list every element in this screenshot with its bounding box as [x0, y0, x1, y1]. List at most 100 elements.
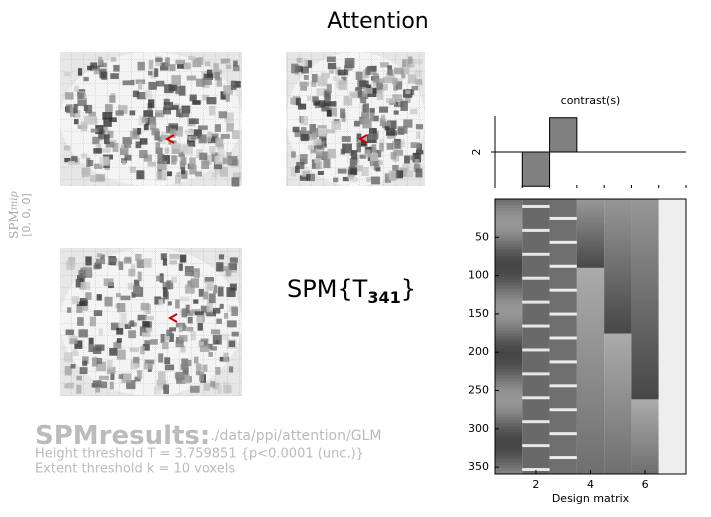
column-7	[658, 249, 686, 254]
column-4	[576, 228, 605, 233]
column-3	[549, 243, 577, 248]
column-7	[658, 231, 686, 236]
column-5	[604, 462, 632, 466]
column-7	[658, 435, 686, 439]
y-tick-label: 350	[468, 460, 489, 473]
column-5	[604, 411, 632, 415]
column-2	[522, 336, 550, 340]
design-matrix-image	[495, 199, 686, 475]
column-7	[658, 351, 686, 355]
column-2	[522, 270, 550, 275]
column-4	[576, 267, 605, 272]
column-1	[495, 369, 523, 373]
column-7	[658, 423, 686, 427]
column-7	[658, 222, 686, 227]
contrast-bar	[521, 151, 551, 187]
results-heading: SPMresults:	[35, 421, 210, 451]
column-6	[631, 396, 659, 400]
column-4	[576, 288, 605, 293]
column-3	[549, 360, 577, 364]
column-2	[522, 237, 550, 242]
column-7	[658, 237, 686, 242]
column-5	[604, 285, 632, 290]
column-3	[549, 210, 577, 215]
column-6	[631, 204, 659, 209]
column-2	[522, 291, 550, 296]
column-2	[522, 354, 550, 358]
column-5	[604, 309, 632, 314]
column-7	[658, 399, 686, 403]
column-7	[658, 213, 686, 218]
column-6	[631, 366, 659, 370]
column-7	[658, 225, 686, 230]
column-6	[631, 408, 659, 412]
column-7	[658, 210, 686, 215]
column-7	[658, 216, 686, 221]
column-6	[631, 330, 659, 335]
column-6	[631, 237, 659, 242]
column-4	[576, 369, 605, 373]
column-1	[495, 411, 523, 415]
column-1	[495, 255, 523, 260]
column-4	[576, 399, 605, 403]
column-5	[604, 306, 632, 311]
column-4	[576, 330, 605, 335]
column-5	[604, 399, 632, 403]
column-2	[522, 453, 550, 457]
column-2	[522, 393, 550, 397]
column-3	[549, 270, 577, 275]
column-7	[658, 363, 686, 367]
column-5	[604, 255, 632, 260]
column-5	[604, 357, 632, 361]
column-7	[658, 411, 686, 415]
column-5	[604, 312, 632, 317]
column-2	[522, 297, 550, 302]
results-line: SPMresults:./data/ppi/attention/GLM	[35, 421, 381, 451]
column-2	[522, 423, 550, 427]
column-6	[631, 225, 659, 230]
column-3	[549, 372, 577, 376]
column-6	[631, 450, 659, 454]
column-7	[658, 288, 686, 293]
column-2	[522, 459, 550, 463]
column-1	[495, 330, 523, 335]
column-5	[604, 261, 632, 266]
column-7	[658, 381, 686, 385]
column-2	[522, 402, 550, 406]
column-3	[549, 219, 577, 224]
column-4	[576, 282, 605, 287]
column-3	[549, 333, 577, 337]
column-7	[658, 219, 686, 224]
column-4	[576, 342, 605, 346]
x-axis-label: Design matrix	[552, 492, 630, 505]
column-3	[549, 384, 577, 388]
column-2	[522, 456, 550, 460]
column-5	[604, 390, 632, 394]
column-2	[522, 231, 550, 236]
column-4	[576, 393, 605, 397]
column-5	[604, 453, 632, 457]
column-6	[631, 462, 659, 466]
column-5	[604, 435, 632, 439]
column-5	[604, 222, 632, 227]
column-5	[604, 417, 632, 421]
column-3	[549, 390, 577, 394]
column-2	[522, 465, 550, 469]
column-3	[549, 312, 577, 317]
column-1	[495, 399, 523, 403]
column-1	[495, 420, 523, 424]
column-4	[576, 204, 605, 209]
column-5	[604, 396, 632, 400]
brain-grid	[60, 248, 242, 396]
column-4	[576, 378, 605, 382]
column-2	[522, 387, 550, 391]
column-2	[522, 333, 550, 337]
column-7	[658, 333, 686, 337]
column-7	[658, 318, 686, 323]
column-7	[658, 303, 686, 308]
column-1	[495, 453, 523, 457]
column-6	[631, 222, 659, 227]
column-6	[631, 228, 659, 233]
column-1	[495, 360, 523, 364]
column-3	[549, 336, 577, 340]
